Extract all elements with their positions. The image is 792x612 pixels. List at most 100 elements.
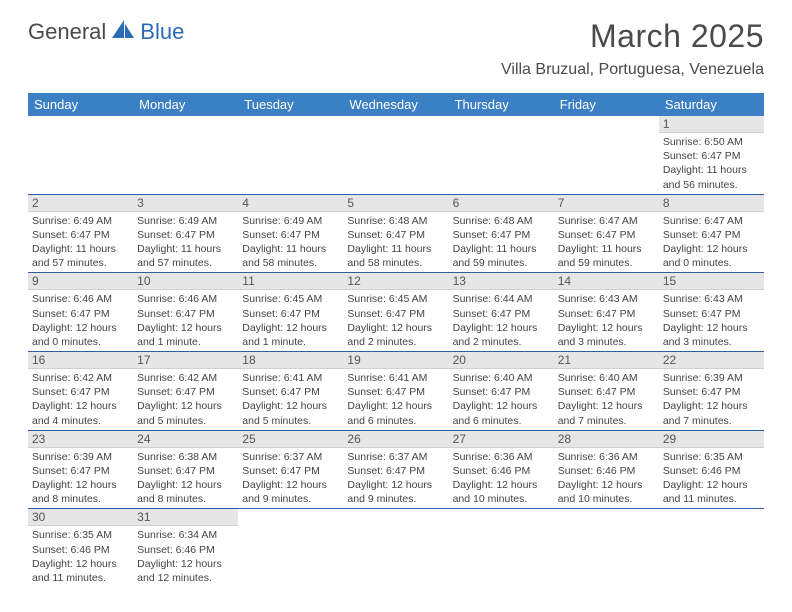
day-details: Sunrise: 6:41 AMSunset: 6:47 PMDaylight:… — [343, 369, 448, 430]
day-details: Sunrise: 6:50 AMSunset: 6:47 PMDaylight:… — [659, 133, 764, 194]
day-number: 2 — [28, 195, 133, 212]
page-title: March 2025 — [501, 18, 764, 55]
calendar-cell — [554, 116, 659, 194]
calendar-cell: 5Sunrise: 6:48 AMSunset: 6:47 PMDaylight… — [343, 194, 448, 273]
day-number: 7 — [554, 195, 659, 212]
calendar-cell — [449, 509, 554, 587]
day-details: Sunrise: 6:36 AMSunset: 6:46 PMDaylight:… — [449, 448, 554, 509]
calendar-table: Sunday Monday Tuesday Wednesday Thursday… — [28, 93, 764, 587]
day-number: 15 — [659, 273, 764, 290]
day-number: 8 — [659, 195, 764, 212]
day-number: 1 — [659, 116, 764, 133]
weekday-header: Wednesday — [343, 93, 448, 116]
day-details: Sunrise: 6:39 AMSunset: 6:47 PMDaylight:… — [28, 448, 133, 509]
weekday-header: Saturday — [659, 93, 764, 116]
header: General Blue March 2025 Villa Bruzual, P… — [0, 0, 792, 85]
day-details: Sunrise: 6:35 AMSunset: 6:46 PMDaylight:… — [659, 448, 764, 509]
weekday-header: Sunday — [28, 93, 133, 116]
day-number: 27 — [449, 431, 554, 448]
day-number: 12 — [343, 273, 448, 290]
day-number: 5 — [343, 195, 448, 212]
sail-icon — [110, 18, 136, 45]
day-details: Sunrise: 6:41 AMSunset: 6:47 PMDaylight:… — [238, 369, 343, 430]
day-details: Sunrise: 6:36 AMSunset: 6:46 PMDaylight:… — [554, 448, 659, 509]
day-details: Sunrise: 6:49 AMSunset: 6:47 PMDaylight:… — [238, 212, 343, 273]
calendar-cell: 1Sunrise: 6:50 AMSunset: 6:47 PMDaylight… — [659, 116, 764, 194]
day-details: Sunrise: 6:44 AMSunset: 6:47 PMDaylight:… — [449, 290, 554, 351]
calendar-cell: 10Sunrise: 6:46 AMSunset: 6:47 PMDayligh… — [133, 273, 238, 352]
calendar-cell: 20Sunrise: 6:40 AMSunset: 6:47 PMDayligh… — [449, 352, 554, 431]
calendar-cell: 27Sunrise: 6:36 AMSunset: 6:46 PMDayligh… — [449, 430, 554, 509]
day-details: Sunrise: 6:37 AMSunset: 6:47 PMDaylight:… — [343, 448, 448, 509]
day-details: Sunrise: 6:47 AMSunset: 6:47 PMDaylight:… — [659, 212, 764, 273]
calendar-row: 16Sunrise: 6:42 AMSunset: 6:47 PMDayligh… — [28, 352, 764, 431]
weekday-header: Thursday — [449, 93, 554, 116]
calendar-cell: 13Sunrise: 6:44 AMSunset: 6:47 PMDayligh… — [449, 273, 554, 352]
day-number: 10 — [133, 273, 238, 290]
day-details: Sunrise: 6:37 AMSunset: 6:47 PMDaylight:… — [238, 448, 343, 509]
day-number: 20 — [449, 352, 554, 369]
calendar-cell — [28, 116, 133, 194]
day-details: Sunrise: 6:45 AMSunset: 6:47 PMDaylight:… — [238, 290, 343, 351]
calendar-row: 9Sunrise: 6:46 AMSunset: 6:47 PMDaylight… — [28, 273, 764, 352]
day-number: 16 — [28, 352, 133, 369]
day-details: Sunrise: 6:46 AMSunset: 6:47 PMDaylight:… — [133, 290, 238, 351]
calendar-cell: 23Sunrise: 6:39 AMSunset: 6:47 PMDayligh… — [28, 430, 133, 509]
calendar-cell: 15Sunrise: 6:43 AMSunset: 6:47 PMDayligh… — [659, 273, 764, 352]
calendar-cell: 3Sunrise: 6:49 AMSunset: 6:47 PMDaylight… — [133, 194, 238, 273]
calendar-cell: 21Sunrise: 6:40 AMSunset: 6:47 PMDayligh… — [554, 352, 659, 431]
calendar-cell: 9Sunrise: 6:46 AMSunset: 6:47 PMDaylight… — [28, 273, 133, 352]
calendar-cell: 8Sunrise: 6:47 AMSunset: 6:47 PMDaylight… — [659, 194, 764, 273]
day-number: 31 — [133, 509, 238, 526]
calendar-cell: 4Sunrise: 6:49 AMSunset: 6:47 PMDaylight… — [238, 194, 343, 273]
day-details: Sunrise: 6:45 AMSunset: 6:47 PMDaylight:… — [343, 290, 448, 351]
day-details: Sunrise: 6:42 AMSunset: 6:47 PMDaylight:… — [28, 369, 133, 430]
calendar-cell — [449, 116, 554, 194]
day-details: Sunrise: 6:48 AMSunset: 6:47 PMDaylight:… — [449, 212, 554, 273]
calendar-row: 23Sunrise: 6:39 AMSunset: 6:47 PMDayligh… — [28, 430, 764, 509]
day-details: Sunrise: 6:49 AMSunset: 6:47 PMDaylight:… — [28, 212, 133, 273]
title-block: March 2025 Villa Bruzual, Portuguesa, Ve… — [501, 18, 764, 79]
calendar-cell: 29Sunrise: 6:35 AMSunset: 6:46 PMDayligh… — [659, 430, 764, 509]
day-number: 3 — [133, 195, 238, 212]
calendar-cell — [659, 509, 764, 587]
day-details: Sunrise: 6:42 AMSunset: 6:47 PMDaylight:… — [133, 369, 238, 430]
day-number: 26 — [343, 431, 448, 448]
day-number: 25 — [238, 431, 343, 448]
day-number: 21 — [554, 352, 659, 369]
calendar-cell — [238, 116, 343, 194]
day-details: Sunrise: 6:46 AMSunset: 6:47 PMDaylight:… — [28, 290, 133, 351]
day-details: Sunrise: 6:43 AMSunset: 6:47 PMDaylight:… — [554, 290, 659, 351]
day-number: 4 — [238, 195, 343, 212]
calendar-cell: 12Sunrise: 6:45 AMSunset: 6:47 PMDayligh… — [343, 273, 448, 352]
calendar-cell: 14Sunrise: 6:43 AMSunset: 6:47 PMDayligh… — [554, 273, 659, 352]
calendar-row: 2Sunrise: 6:49 AMSunset: 6:47 PMDaylight… — [28, 194, 764, 273]
calendar-cell: 2Sunrise: 6:49 AMSunset: 6:47 PMDaylight… — [28, 194, 133, 273]
calendar-cell: 28Sunrise: 6:36 AMSunset: 6:46 PMDayligh… — [554, 430, 659, 509]
day-details: Sunrise: 6:49 AMSunset: 6:47 PMDaylight:… — [133, 212, 238, 273]
day-number: 19 — [343, 352, 448, 369]
day-details: Sunrise: 6:48 AMSunset: 6:47 PMDaylight:… — [343, 212, 448, 273]
weekday-header: Monday — [133, 93, 238, 116]
day-details: Sunrise: 6:34 AMSunset: 6:46 PMDaylight:… — [133, 526, 238, 587]
calendar-row: 1Sunrise: 6:50 AMSunset: 6:47 PMDaylight… — [28, 116, 764, 194]
calendar-cell — [343, 509, 448, 587]
day-number: 28 — [554, 431, 659, 448]
weekday-header: Tuesday — [238, 93, 343, 116]
calendar-cell: 30Sunrise: 6:35 AMSunset: 6:46 PMDayligh… — [28, 509, 133, 587]
calendar-cell: 16Sunrise: 6:42 AMSunset: 6:47 PMDayligh… — [28, 352, 133, 431]
day-number: 22 — [659, 352, 764, 369]
day-details: Sunrise: 6:43 AMSunset: 6:47 PMDaylight:… — [659, 290, 764, 351]
day-number: 9 — [28, 273, 133, 290]
location-text: Villa Bruzual, Portuguesa, Venezuela — [501, 61, 764, 79]
day-number: 23 — [28, 431, 133, 448]
brand-logo: General Blue — [28, 18, 184, 45]
day-number: 18 — [238, 352, 343, 369]
calendar-cell — [554, 509, 659, 587]
calendar-cell: 25Sunrise: 6:37 AMSunset: 6:47 PMDayligh… — [238, 430, 343, 509]
day-details: Sunrise: 6:38 AMSunset: 6:47 PMDaylight:… — [133, 448, 238, 509]
day-number: 11 — [238, 273, 343, 290]
calendar-row: 30Sunrise: 6:35 AMSunset: 6:46 PMDayligh… — [28, 509, 764, 587]
calendar-cell: 22Sunrise: 6:39 AMSunset: 6:47 PMDayligh… — [659, 352, 764, 431]
day-details: Sunrise: 6:35 AMSunset: 6:46 PMDaylight:… — [28, 526, 133, 587]
